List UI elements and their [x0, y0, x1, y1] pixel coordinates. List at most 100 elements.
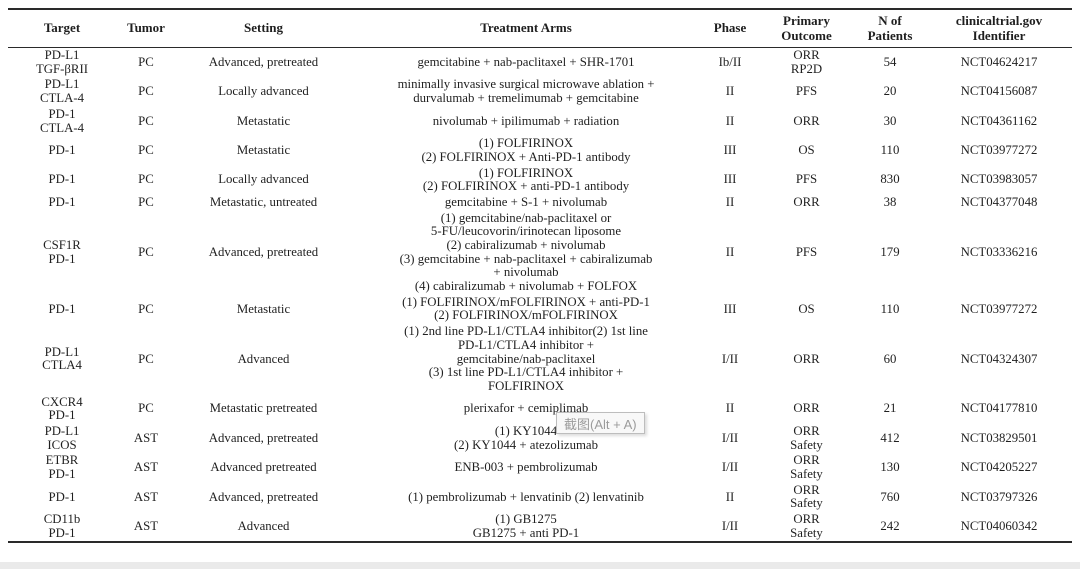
col-header-primary-outcome: Primary Outcome	[759, 9, 854, 49]
col-header-target: Target	[8, 9, 116, 49]
cell-primary-outcome: ORR	[793, 194, 820, 209]
cell-treatment-arms: (1) GB1275 GB1275 + anti PD-1	[472, 512, 580, 540]
cell-n-patients: 110	[880, 143, 900, 158]
cell-setting: Metastatic	[236, 301, 291, 316]
cell-treatment-arms: (1) KY1044 (2) KY1044 + atezolizumab	[453, 423, 599, 452]
cell-phase: I/II	[721, 351, 739, 366]
cell-phase: II	[725, 194, 735, 209]
cell-phase: I/II	[721, 460, 739, 475]
cell-treatment-arms: ENB-003 + pembrolizumab	[454, 460, 598, 475]
cell-primary-outcome: ORR RP2D	[790, 48, 823, 76]
cell-treatment-arms: (1) pembrolizumab + lenvatinib (2) lenva…	[408, 489, 644, 504]
cell-n-patients: 54	[883, 54, 897, 69]
bottom-edge-strip	[0, 562, 1080, 569]
cell-tumor: AST	[133, 518, 159, 533]
cell-setting: Metastatic pretreated	[209, 401, 318, 416]
table-row: PD-L1 TGF-βRII PC Advanced, pretreated g…	[8, 48, 1072, 78]
cell-target: PD-L1 CTLA-4	[39, 77, 85, 106]
cell-treatment-arms: (1) gemcitabine/nab-paclitaxel or 5-FU/l…	[399, 210, 653, 294]
cell-n-patients: 179	[880, 244, 900, 259]
cell-tumor: PC	[138, 401, 154, 416]
cell-nct-identifier: NCT04361162	[960, 113, 1038, 128]
cell-tumor: AST	[133, 430, 159, 445]
cell-treatment-arms: gemcitabine + S-1 + nivolumab	[444, 194, 608, 209]
cell-n-patients: 20	[883, 84, 897, 99]
cell-target: CD11b PD-1	[43, 512, 81, 540]
cell-setting: Advanced, pretreated	[208, 489, 319, 504]
cell-n-patients: 110	[880, 301, 900, 316]
cell-nct-identifier: NCT03829501	[960, 430, 1038, 445]
cell-tumor: PC	[138, 244, 154, 259]
cell-n-patients: 242	[880, 518, 900, 533]
cell-phase: II	[725, 489, 735, 504]
cell-target: CXCR4 PD-1	[41, 394, 83, 423]
cell-setting: Advanced, pretreated	[208, 244, 319, 259]
screenshot-tool-tooltip: 截图(Alt + A)	[556, 412, 645, 434]
cell-treatment-arms: plerixafor + cemiplimab	[463, 401, 589, 416]
cell-phase: II	[725, 401, 735, 416]
cell-primary-outcome: PFS	[795, 84, 818, 99]
cell-phase: III	[723, 172, 737, 187]
cell-primary-outcome: PFS	[795, 244, 818, 259]
cell-phase: I/II	[721, 430, 739, 445]
cell-primary-outcome: ORR	[793, 401, 820, 416]
table-row: PD-1 PC Metastatic (1) FOLFIRINOX/mFOLFI…	[8, 295, 1072, 324]
cell-n-patients: 760	[880, 489, 900, 504]
table-row: CD11b PD-1 AST Advanced (1) GB1275 GB127…	[8, 512, 1072, 542]
table-row: PD-L1 CTLA4 PC Advanced (1) 2nd line PD-…	[8, 324, 1072, 394]
cell-phase: III	[723, 143, 737, 158]
cell-primary-outcome: ORR Safety	[790, 482, 823, 511]
table-row: PD-L1 ICOS AST Advanced, pretreated (1) …	[8, 424, 1072, 453]
cell-n-patients: 60	[883, 351, 897, 366]
cell-tumor: AST	[133, 460, 159, 475]
cell-nct-identifier: NCT04177810	[960, 401, 1038, 416]
cell-n-patients: 38	[883, 194, 897, 209]
cell-nct-identifier: NCT03977272	[960, 143, 1038, 158]
cell-phase: II	[725, 84, 735, 99]
table-row: ETBR PD-1 AST Advanced pretreated ENB-00…	[8, 453, 1072, 482]
cell-target: PD-1	[48, 489, 76, 504]
cell-target: CSF1R PD-1	[43, 238, 81, 266]
cell-setting: Advanced pretreated	[210, 460, 317, 475]
cell-setting: Advanced, pretreated	[208, 430, 319, 445]
cell-primary-outcome: ORR Safety	[790, 423, 823, 452]
cell-n-patients: 830	[880, 172, 900, 187]
cell-n-patients: 21	[883, 401, 897, 416]
cell-setting: Locally advanced	[218, 84, 309, 99]
cell-nct-identifier: NCT04156087	[960, 84, 1038, 99]
cell-nct-identifier: NCT04377048	[960, 194, 1038, 209]
col-header-nct-identifier: clinicaltrial.gov Identifier	[926, 9, 1072, 49]
cell-primary-outcome: PFS	[795, 172, 818, 187]
cell-n-patients: 130	[880, 460, 900, 475]
cell-treatment-arms: (1) FOLFIRINOX/mFOLFIRINOX + anti-PD-1 (…	[402, 294, 650, 323]
paper-page: Target Tumor Setting Treatment Arms Phas…	[0, 8, 1080, 569]
cell-nct-identifier: NCT03336216	[960, 244, 1038, 259]
cell-target: ETBR PD-1	[45, 453, 79, 482]
cell-setting: Advanced	[237, 351, 290, 366]
cell-setting: Metastatic, untreated	[209, 194, 318, 209]
cell-tumor: PC	[138, 113, 154, 128]
table-row: PD-1 PC Metastatic (1) FOLFIRINOX (2) FO…	[8, 136, 1072, 165]
cell-n-patients: 412	[880, 430, 900, 445]
cell-tumor: PC	[138, 172, 154, 187]
cell-nct-identifier: NCT03797326	[960, 489, 1038, 504]
cell-nct-identifier: NCT04324307	[960, 351, 1038, 366]
col-header-n-patients: N of Patients	[854, 9, 926, 49]
table-row: PD-L1 CTLA-4 PC Locally advanced minimal…	[8, 77, 1072, 106]
cell-primary-outcome: OS	[798, 301, 815, 316]
cell-setting: Locally advanced	[218, 172, 309, 187]
table-header-row: Target Tumor Setting Treatment Arms Phas…	[8, 9, 1072, 49]
cell-target: PD-L1 CTLA4	[42, 344, 82, 373]
cell-treatment-arms: nivolumab + ipilimumab + radiation	[432, 113, 620, 128]
cell-target: PD-1	[48, 301, 76, 316]
table-row: PD-1 CTLA-4 PC Metastatic nivolumab + ip…	[8, 107, 1072, 136]
cell-phase: Ib/II	[718, 54, 742, 69]
cell-target: PD-1 CTLA-4	[39, 106, 85, 135]
cell-setting: Advanced, pretreated	[208, 54, 319, 69]
cell-primary-outcome: OS	[798, 143, 815, 158]
table-row: CXCR4 PD-1 PC Metastatic pretreated pler…	[8, 395, 1072, 424]
cell-treatment-arms: (1) FOLFIRINOX (2) FOLFIRINOX + Anti-PD-…	[421, 136, 631, 164]
cell-phase: III	[723, 301, 737, 316]
cell-phase: II	[725, 244, 735, 259]
col-header-treatment-arms: Treatment Arms	[351, 9, 701, 49]
